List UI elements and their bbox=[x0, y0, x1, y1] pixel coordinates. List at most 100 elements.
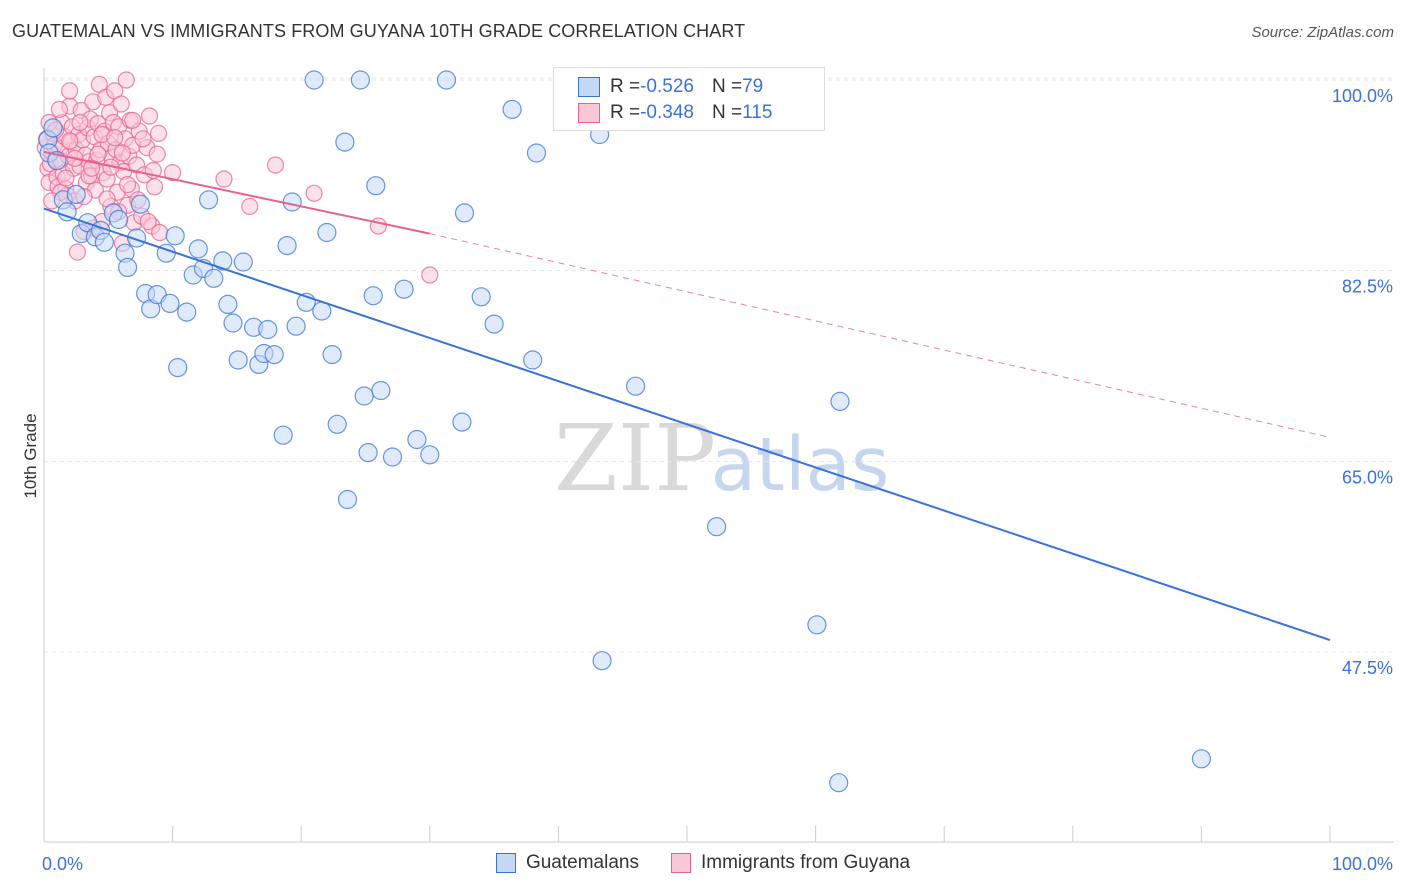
legend-label-guatemalans: Guatemalans bbox=[525, 852, 639, 873]
guatemalan-point bbox=[371, 380, 391, 401]
guyana-point bbox=[148, 145, 166, 163]
guatemalan-point bbox=[436, 70, 457, 90]
guatemalan-point bbox=[625, 376, 646, 396]
guatemalan-point bbox=[471, 287, 491, 307]
guatemalan-point bbox=[108, 209, 129, 230]
legend-item-guyana[interactable]: Immigrants from Guyana bbox=[670, 852, 911, 874]
guatemalan-point bbox=[407, 429, 427, 450]
guatemalan-point bbox=[337, 489, 358, 510]
guatemalan-point bbox=[366, 176, 386, 196]
legend-label-guyana: Immigrants from Guyana bbox=[700, 852, 911, 873]
guatemalan-point bbox=[523, 350, 543, 370]
guyana-point bbox=[118, 176, 137, 194]
guyana-point bbox=[140, 107, 159, 125]
guatemalan-point bbox=[592, 651, 612, 671]
guyana-point bbox=[266, 156, 285, 174]
guatemalan-point bbox=[807, 615, 827, 635]
guyana-point bbox=[50, 100, 69, 119]
guatemalan-point bbox=[327, 414, 347, 434]
y-tick-label: 100.0% bbox=[1332, 86, 1393, 106]
watermark-atlas: atlas bbox=[711, 422, 890, 508]
guatemalan-point bbox=[218, 294, 238, 314]
guyana-point bbox=[149, 124, 168, 142]
guatemalan-point bbox=[317, 222, 337, 243]
legend-swatch-pink bbox=[578, 103, 600, 123]
legend-n-label: N = bbox=[711, 76, 743, 97]
legend-item-guatemalans[interactable]: Guatemalans bbox=[495, 852, 639, 874]
guyana-point bbox=[241, 197, 259, 215]
guatemalan-point bbox=[43, 118, 63, 138]
guatemalan-point bbox=[322, 345, 342, 365]
guatemalan-point bbox=[394, 279, 414, 299]
legend-swatch-blue bbox=[578, 77, 600, 97]
guyana-point bbox=[421, 266, 439, 284]
guatemalan-point bbox=[358, 443, 378, 463]
legend-row-guyana: R = -0.348 N = 115 bbox=[578, 101, 772, 125]
tick-labels: 47.5% 65.0% 82.5% 100.0% 0.0% 100.0% bbox=[42, 86, 1393, 874]
guatemalan-point bbox=[286, 316, 306, 336]
guatemalan-point bbox=[233, 252, 253, 272]
watermark: ZIP atlas bbox=[554, 405, 890, 512]
legend-r-label: R = bbox=[610, 102, 641, 123]
guatemalan-point bbox=[168, 358, 188, 378]
guyana-point bbox=[117, 71, 135, 89]
guatemalan-point bbox=[282, 192, 302, 212]
guatemalan-point bbox=[204, 268, 224, 288]
guyana-point bbox=[112, 95, 130, 113]
guatemalan-point bbox=[188, 239, 208, 259]
stats-legend: R = -0.526 N = 79 R = -0.348 N = 115 bbox=[553, 67, 825, 131]
source-label: Source: ZipAtlas.com bbox=[1251, 24, 1394, 41]
axes bbox=[43, 68, 1394, 843]
guyana-point bbox=[124, 111, 142, 129]
y-tick-label: 82.5% bbox=[1342, 277, 1393, 297]
guatemalan-point bbox=[223, 313, 243, 333]
guyana-point bbox=[164, 164, 182, 182]
guyana-point bbox=[57, 169, 75, 187]
y-tick-label: 47.5% bbox=[1342, 658, 1393, 678]
guyana-point bbox=[134, 130, 152, 148]
guyana-point bbox=[68, 243, 87, 261]
chart-title: GUATEMALAN VS IMMIGRANTS FROM GUYANA 10T… bbox=[12, 21, 746, 41]
guatemalan-point bbox=[160, 293, 180, 313]
legend-r-value: -0.526 bbox=[640, 76, 694, 97]
legend-n-value: 79 bbox=[742, 76, 764, 97]
guatemalan-point bbox=[363, 286, 383, 306]
x-tick-label: 100.0% bbox=[1332, 854, 1393, 874]
guatemalan-point bbox=[228, 350, 248, 370]
guatemalan-point bbox=[258, 319, 278, 340]
guatemalan-point bbox=[66, 184, 86, 204]
guatemalan-point bbox=[130, 194, 150, 214]
legend-n-label: N = bbox=[711, 102, 743, 123]
guatemalan-point bbox=[127, 228, 147, 248]
guyana-point bbox=[215, 170, 233, 188]
grid bbox=[44, 77, 1394, 653]
guatemalan-point bbox=[264, 345, 284, 365]
guatemalan-point bbox=[1191, 749, 1212, 769]
legend-r-label: R = bbox=[610, 76, 641, 97]
guatemalan-point bbox=[304, 70, 324, 90]
guatemalan-point bbox=[454, 203, 475, 223]
legend-row-guatemalans: R = -0.526 N = 79 bbox=[578, 75, 763, 99]
guyana-point bbox=[89, 145, 107, 163]
guyana-point bbox=[139, 213, 157, 231]
guatemalan-point bbox=[420, 445, 440, 465]
guyana-point bbox=[146, 178, 164, 196]
guatemalan-point bbox=[382, 447, 403, 467]
guyana-point bbox=[369, 217, 387, 235]
guatemalan-point bbox=[277, 236, 297, 256]
guatemalan-point bbox=[165, 226, 185, 246]
guatemalan-point bbox=[213, 251, 233, 271]
guatemalan-point bbox=[94, 232, 115, 252]
guatemalan-point bbox=[829, 773, 849, 793]
guyana-trend-line bbox=[43, 150, 431, 235]
guatemalan-point bbox=[273, 425, 293, 445]
legend-swatch-pink bbox=[670, 853, 691, 873]
legend-swatch-blue bbox=[495, 853, 516, 873]
guatemalan-point bbox=[706, 517, 727, 537]
legend-r-value: -0.348 bbox=[640, 102, 694, 123]
guatemalan-point bbox=[177, 302, 197, 322]
x-tick-label: 0.0% bbox=[42, 854, 83, 874]
guyana-point bbox=[113, 144, 132, 162]
guyana-point bbox=[106, 129, 124, 147]
